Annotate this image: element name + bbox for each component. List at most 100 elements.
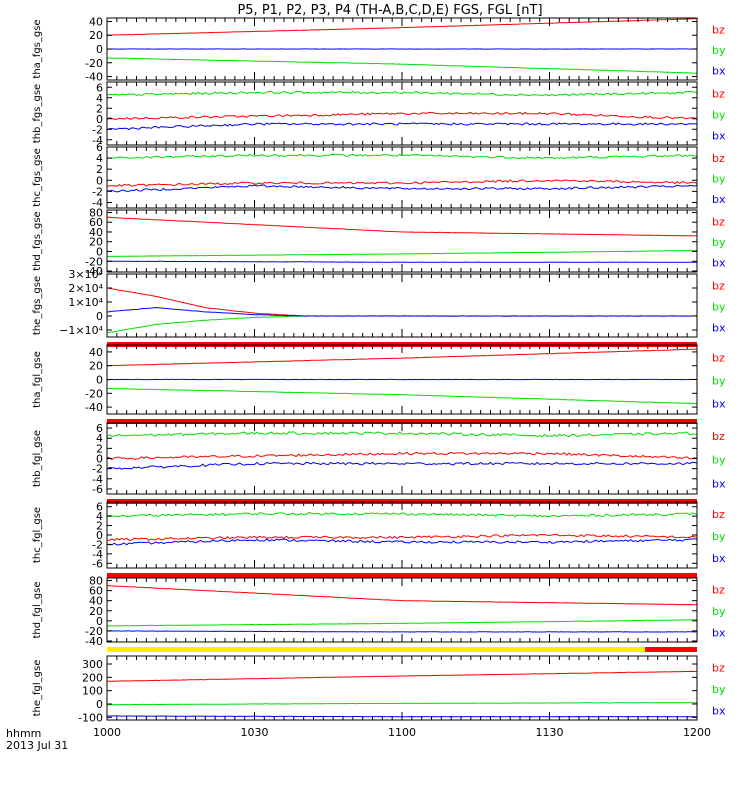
y-tick-label: 0 [96, 374, 103, 387]
series-thc_fgl_gse-bz [107, 533, 697, 542]
y-tick-label: 0 [96, 43, 103, 56]
y-tick-label: 200 [82, 671, 103, 684]
series-thb_fgl_gse-by [107, 431, 697, 438]
y-tick-label: -40 [85, 265, 103, 278]
y-tick-label: −1×10⁴ [59, 324, 103, 337]
y-tick-label: 20 [89, 605, 103, 618]
legend-bx: bx [712, 193, 726, 206]
y-tick-label: -2 [92, 185, 103, 198]
y-tick-label: 80 [89, 206, 103, 219]
panel-label-the_fgl_gse: the_fgl_gse [32, 660, 43, 717]
legend-bz: bz [712, 662, 725, 675]
panel-label-thd_fgs_gse: thd_fgs_gse [32, 211, 43, 270]
y-tick-label: -100 [78, 711, 103, 724]
legend-bx: bx [712, 398, 726, 411]
legend-by: by [712, 173, 726, 186]
series-thd_fgl_gse-bx [107, 630, 697, 633]
series-thb_fgs_gse-bx [107, 122, 697, 131]
y-tick-label: 1×10⁴ [68, 296, 103, 309]
x-tick-label: 1030 [241, 726, 269, 739]
status-bar [107, 573, 697, 578]
y-tick-label: 40 [89, 15, 103, 28]
series-thb_fgl_gse-bx [107, 461, 697, 470]
legend-by: by [712, 44, 726, 57]
y-tick-label: 40 [89, 226, 103, 239]
y-tick-label: -4 [92, 473, 103, 486]
y-tick-label: 60 [89, 585, 103, 598]
y-tick-label: 4 [96, 152, 103, 165]
panel-label-thb_fgs_gse: thb_fgs_gse [32, 84, 43, 143]
y-tick-label: -40 [85, 401, 103, 414]
legend-bx: bx [712, 552, 726, 565]
y-tick-label: -4 [92, 548, 103, 561]
series-thb_fgl_gse-bz [107, 451, 697, 461]
series-thb_fgs_gse-bz [107, 111, 697, 120]
series-thc_fgs_gse-by [107, 153, 697, 160]
y-tick-label: 6 [96, 501, 103, 514]
series-the_fgl_gse-bz [107, 670, 697, 682]
y-tick-label: -2 [92, 463, 103, 476]
y-tick-label: 40 [89, 595, 103, 608]
y-tick-label: 2 [96, 520, 103, 533]
y-tick-label: -4 [92, 134, 103, 147]
y-tick-label: 0 [96, 174, 103, 187]
y-tick-label: 100 [82, 685, 103, 698]
y-tick-label: 20 [89, 236, 103, 249]
series-the_fgs_gse-bx [107, 307, 697, 317]
y-tick-label: 0 [96, 245, 103, 258]
series-thd_fgl_gse-by [107, 619, 697, 627]
legend-bx: bx [712, 322, 726, 335]
y-tick-label: -4 [92, 196, 103, 209]
y-tick-label: 3×10⁴ [68, 268, 103, 281]
panel-frame [106, 655, 698, 721]
legend-bz: bz [712, 584, 725, 597]
y-tick-label: -20 [85, 387, 103, 400]
series-thd_fgl_gse-bz [107, 585, 697, 606]
legend-bz: bz [712, 23, 725, 36]
status-bar-end [645, 647, 697, 652]
legend-by: by [712, 375, 726, 388]
plot-title: P5, P1, P2, P3, P4 (TH-A,B,C,D,E) FGS, F… [237, 3, 542, 18]
legend-bz: bz [712, 352, 725, 365]
y-tick-label: 0 [96, 529, 103, 542]
y-tick-label: 20 [89, 360, 103, 373]
y-tick-label: 60 [89, 216, 103, 229]
panel-label-tha_fgs_gse: tha_fgs_gse [32, 19, 43, 78]
y-tick-label: 0 [96, 615, 103, 628]
status-bar [107, 419, 697, 424]
y-tick-label: 4 [96, 92, 103, 105]
series-thd_fgs_gse-by [107, 249, 697, 257]
y-tick-label: -40 [85, 635, 103, 648]
panel-label-tha_fgl_gse: tha_fgl_gse [32, 351, 43, 408]
time-label: hhmm [6, 727, 41, 740]
legend-bz: bz [712, 152, 725, 165]
y-tick-label: -2 [92, 538, 103, 551]
x-tick-label: 1200 [683, 726, 711, 739]
y-tick-label: 300 [82, 658, 103, 671]
y-tick-label: -20 [85, 625, 103, 638]
series-thd_fgs_gse-bx [107, 260, 697, 263]
y-tick-label: 4 [96, 432, 103, 445]
x-tick-label: 1130 [536, 726, 564, 739]
y-tick-label: -6 [92, 483, 103, 496]
y-tick-label: -20 [85, 57, 103, 70]
legend-bz: bz [712, 88, 725, 101]
y-tick-label: -6 [92, 557, 103, 570]
y-tick-label: 6 [96, 81, 103, 94]
legend-bz: bz [712, 430, 725, 443]
series-thd_fgs_gse-bz [107, 216, 697, 237]
legend-bx: bx [712, 130, 726, 143]
legend-by: by [712, 454, 726, 467]
y-tick-label: -20 [85, 255, 103, 268]
panel-label-the_fgs_gse: the_fgs_gse [32, 276, 43, 335]
legend-by: by [712, 530, 726, 543]
